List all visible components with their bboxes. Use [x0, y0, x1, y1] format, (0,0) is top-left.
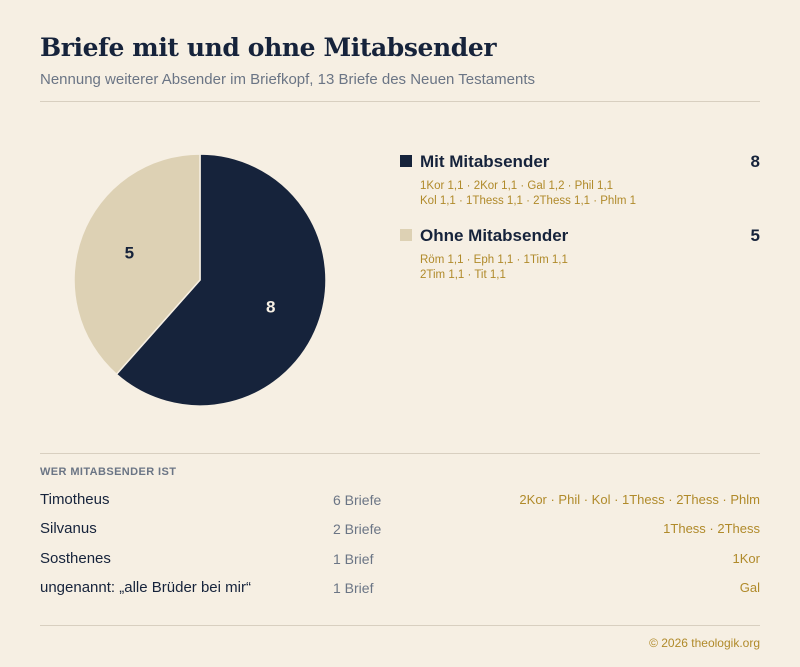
- legend-refs-line: 1Kor 1,1 · 2Kor 1,1 · Gal 1,2 · Phil 1,1: [420, 180, 614, 192]
- coauthor-books: 2Kor · Phil · Kol · 1Thess · 2Thess · Ph…: [519, 492, 760, 507]
- coauthor-count: 1 Brief: [333, 580, 374, 596]
- legend-label: Ohne Mitabsender: [420, 226, 569, 245]
- legend-count: 5: [750, 226, 760, 245]
- coauthor-books: Gal: [739, 580, 760, 595]
- table-row: Silvanus 2 Briefe 1Thess · 2Thess: [40, 520, 760, 542]
- pie-slice-2: [73, 153, 201, 376]
- pie-data-label-1: 8: [266, 297, 275, 316]
- page-subtitle: Nennung weiterer Absender im Briefkopf, …: [40, 71, 535, 88]
- coauthor-name: ungenannt: „alle Brüder bei mir“: [40, 579, 251, 596]
- table-row: ungenannt: „alle Brüder bei mir“ 1 Brief…: [40, 579, 760, 601]
- coauthor-count: 2 Briefe: [333, 521, 382, 537]
- pie-data-label-2: 5: [125, 244, 134, 263]
- legend-entry-ohne-mitabsender: Ohne Mitabsender 5 Röm 1,1 · Eph 1,1 · 1…: [400, 226, 760, 282]
- coauthor-count: 6 Briefe: [333, 492, 382, 508]
- legend-swatch-mit: [400, 155, 412, 167]
- legend-refs-line: Röm 1,1 · Eph 1,1 · 1Tim 1,1: [420, 254, 568, 266]
- legend-refs-line: Kol 1,1 · 1Thess 1,1 · 2Thess 1,1 · Phlm…: [420, 195, 637, 207]
- coauthor-count: 1 Brief: [333, 551, 374, 567]
- coauthor-name: Timotheus: [40, 491, 110, 508]
- legend-refs-line: 2Tim 1,1 · Tit 1,1: [420, 269, 506, 281]
- table-row: Sosthenes 1 Brief 1Kor: [40, 550, 760, 572]
- legend-count: 8: [750, 152, 760, 171]
- coauthor-books: 1Thess · 2Thess: [663, 521, 760, 536]
- divider-middle: [40, 453, 760, 454]
- pie-slice-1: [115, 153, 327, 407]
- coauthor-name: Sosthenes: [40, 550, 111, 567]
- copyright: © 2026 theologik.org: [649, 636, 760, 650]
- legend-entry-mit-mitabsender: Mit Mitabsender 8 1Kor 1,1 · 2Kor 1,1 · …: [400, 152, 760, 208]
- section-heading: WER MITABSENDER IST: [40, 466, 177, 478]
- coauthor-name: Silvanus: [40, 520, 97, 537]
- legend-refs: Röm 1,1 · Eph 1,1 · 1Tim 1,1 2Tim 1,1 · …: [420, 253, 568, 283]
- coauthor-books: 1Kor: [732, 551, 760, 566]
- legend-label: Mit Mitabsender: [420, 152, 550, 171]
- divider-bottom: [40, 625, 760, 626]
- divider-top: [40, 101, 760, 102]
- pie-chart: 85: [73, 153, 327, 407]
- table-row: Timotheus 6 Briefe 2Kor · Phil · Kol · 1…: [40, 491, 760, 513]
- legend-swatch-ohne: [400, 229, 412, 241]
- page-title: Briefe mit und ohne Mitabsender: [40, 33, 497, 62]
- legend-refs: 1Kor 1,1 · 2Kor 1,1 · Gal 1,2 · Phil 1,1…: [420, 179, 636, 209]
